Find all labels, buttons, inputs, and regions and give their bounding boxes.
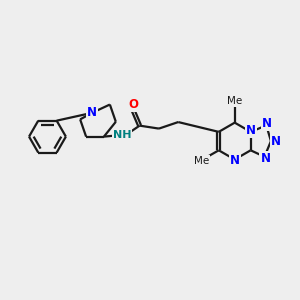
Text: N: N	[246, 124, 256, 137]
Text: Me: Me	[194, 156, 209, 166]
Text: N: N	[271, 135, 281, 148]
Text: NH: NH	[112, 130, 131, 140]
Text: N: N	[262, 117, 272, 130]
Text: N: N	[230, 154, 240, 167]
Text: N: N	[87, 106, 97, 119]
Text: N: N	[260, 152, 270, 165]
Text: Me: Me	[227, 96, 242, 106]
Text: O: O	[128, 98, 138, 111]
